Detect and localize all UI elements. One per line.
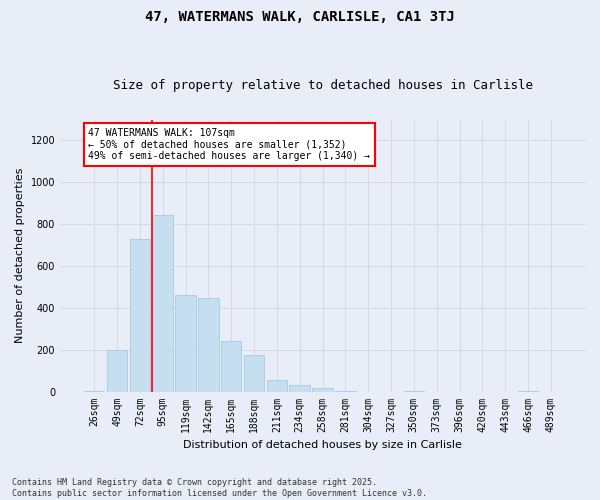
- Bar: [289, 386, 310, 392]
- Bar: [107, 350, 127, 392]
- Bar: [221, 342, 241, 392]
- Bar: [266, 380, 287, 392]
- Bar: [152, 215, 173, 392]
- Bar: [335, 390, 356, 392]
- Text: 47, WATERMANS WALK, CARLISLE, CA1 3TJ: 47, WATERMANS WALK, CARLISLE, CA1 3TJ: [145, 10, 455, 24]
- Bar: [84, 390, 104, 392]
- X-axis label: Distribution of detached houses by size in Carlisle: Distribution of detached houses by size …: [183, 440, 462, 450]
- Text: Contains HM Land Registry data © Crown copyright and database right 2025.
Contai: Contains HM Land Registry data © Crown c…: [12, 478, 427, 498]
- Bar: [312, 388, 333, 392]
- Text: 47 WATERMANS WALK: 107sqm
← 50% of detached houses are smaller (1,352)
49% of se: 47 WATERMANS WALK: 107sqm ← 50% of detac…: [88, 128, 370, 161]
- Bar: [404, 390, 424, 392]
- Y-axis label: Number of detached properties: Number of detached properties: [15, 168, 25, 343]
- Title: Size of property relative to detached houses in Carlisle: Size of property relative to detached ho…: [113, 79, 533, 92]
- Bar: [518, 390, 538, 392]
- Bar: [244, 355, 264, 392]
- Bar: [175, 296, 196, 392]
- Bar: [198, 298, 218, 392]
- Bar: [130, 239, 150, 392]
